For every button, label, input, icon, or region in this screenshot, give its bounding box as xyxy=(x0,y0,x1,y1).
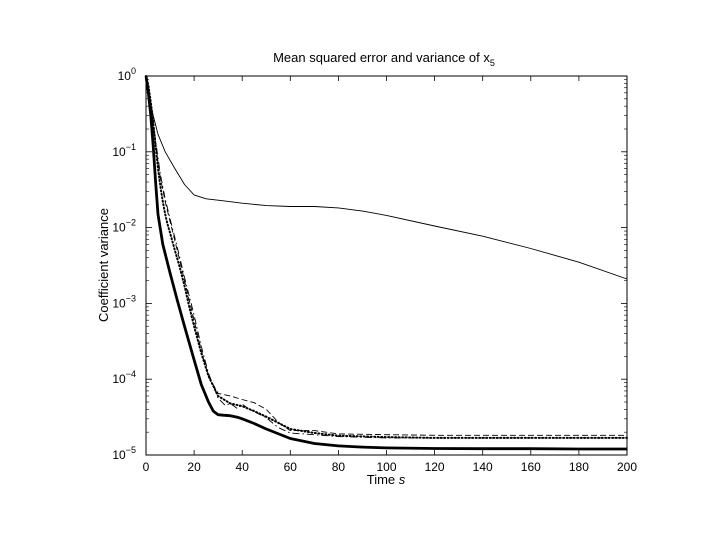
series-line-dashdot xyxy=(145,75,627,439)
y-tick-label-exponent: 0 xyxy=(131,66,136,76)
y-tick-label-exponent: −2 xyxy=(126,218,136,228)
y-tick-label-base: 10 xyxy=(112,296,126,310)
y-tick-label-exponent: −1 xyxy=(126,142,136,152)
plot-frame xyxy=(145,75,628,456)
x-tick-label: 160 xyxy=(521,460,541,474)
y-tick-label: 10−3 xyxy=(112,293,136,310)
x-tick-label: 0 xyxy=(143,460,150,474)
y-tick-label-base: 10 xyxy=(112,372,126,386)
series-line-thick-solid xyxy=(144,75,627,451)
y-tick-label-exponent: −4 xyxy=(126,369,136,379)
y-tick-label-exponent: −5 xyxy=(126,445,136,455)
y-tick-label-base: 10 xyxy=(118,69,132,83)
plot-area: 0 20 40 60 80 100 120 140 160 180 20010010−110−210… xyxy=(112,66,637,474)
y-tick-label: 10−4 xyxy=(112,369,136,386)
y-tick-label-exponent: −3 xyxy=(126,293,136,303)
y-tick-label: 100 xyxy=(118,66,136,83)
chart-title: Mean squared error and variance of x5 xyxy=(273,50,495,68)
y-tick-label: 10−5 xyxy=(112,445,136,462)
x-axis-label-main: Time xyxy=(367,472,399,487)
x-tick-label: 100 xyxy=(376,460,396,474)
x-tick-label: 140 xyxy=(473,460,493,474)
series-line-dashed xyxy=(145,75,627,436)
x-tick-label: 20 xyxy=(187,460,201,474)
x-tick-label: 120 xyxy=(425,460,445,474)
y-tick-label: 10−2 xyxy=(112,218,136,235)
y-tick-label: 10−1 xyxy=(112,142,136,159)
y-tick-label-base: 10 xyxy=(112,448,126,462)
x-tick-label: 180 xyxy=(569,460,589,474)
series-line-dotted xyxy=(145,75,628,439)
x-axis-label-variable: s xyxy=(399,472,406,487)
chart-title-main: Mean squared error and variance of x xyxy=(273,50,490,65)
y-axis-label: Coefficient variance xyxy=(96,208,111,322)
x-tick-label: 80 xyxy=(332,460,346,474)
chart-title-subscript: 5 xyxy=(490,58,495,68)
y-tick-label-base: 10 xyxy=(112,145,126,159)
series-line-thin-solid xyxy=(145,75,628,280)
x-tick-label: 60 xyxy=(284,460,298,474)
y-tick-label-base: 10 xyxy=(112,221,126,235)
x-tick-label: 200 xyxy=(617,460,637,474)
x-axis-label: Time s xyxy=(367,472,406,487)
x-tick-label: 40 xyxy=(236,460,250,474)
